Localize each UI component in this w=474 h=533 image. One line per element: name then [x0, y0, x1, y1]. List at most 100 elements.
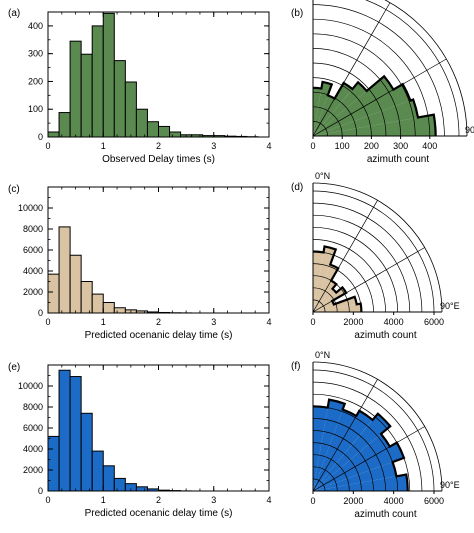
y-tick-label: 6000	[23, 423, 43, 433]
bar-3	[80, 281, 93, 314]
wedge-3	[313, 410, 373, 491]
bar-5	[102, 12, 115, 138]
bar-1	[58, 226, 71, 314]
bar-2	[69, 376, 82, 492]
wedge-5	[313, 287, 347, 312]
y-tick-label: 0	[38, 486, 43, 496]
bar-6	[113, 307, 126, 314]
radius-tick-label: 0	[310, 141, 315, 151]
radius-tick-label: 0	[310, 317, 315, 327]
bar-3	[80, 412, 93, 492]
y-tick-label: 6000	[23, 245, 43, 255]
y-tick-label: 4000	[23, 266, 43, 276]
bar-8	[135, 108, 148, 138]
distribution-outline	[312, 245, 363, 313]
x-tick-label: 0	[45, 495, 50, 505]
wedge-6	[313, 442, 404, 491]
bar-11	[169, 131, 182, 138]
radius-tick-label: 4000	[384, 496, 404, 506]
panel-label: (b)	[291, 8, 303, 19]
wedge-2	[313, 264, 339, 312]
radius-tick-label: 400	[422, 141, 437, 151]
bar-4	[91, 25, 104, 138]
x-axis-label: azimuth count	[367, 154, 429, 165]
x-axis-label: Predicted ocenanic delay time (s)	[85, 508, 233, 519]
x-tick-label: 0	[45, 141, 50, 151]
panel-label: (e)	[8, 362, 20, 373]
wedge-4	[313, 82, 367, 136]
bar-1	[58, 112, 71, 138]
wedge-2	[313, 95, 335, 136]
panel-label: (c)	[8, 184, 20, 195]
y-tick-label: 8000	[23, 402, 43, 412]
x-axis-label: Observed Delay times (s)	[102, 154, 215, 165]
wedge-2	[313, 409, 357, 491]
histogram-c: 0 1 2 3 4 0 2000 4000 6000 8000 10000 Predicted oce…	[8, 184, 272, 341]
radius-tick-label: 0	[310, 496, 315, 506]
bar-4	[91, 293, 104, 314]
radius-tick-label: 200	[364, 141, 379, 151]
wedge-0	[313, 406, 328, 491]
bar-0	[47, 131, 60, 138]
y-tick-label: 0	[38, 308, 43, 318]
wedge-7	[313, 462, 397, 491]
x-tick-label: 1	[101, 141, 106, 151]
y-tick-label: 2000	[23, 287, 43, 297]
bar-7	[124, 81, 137, 138]
bar-3	[80, 53, 93, 138]
y-tick-label: 200	[28, 76, 43, 86]
distribution-outline	[312, 398, 409, 492]
wedge-4	[313, 288, 337, 312]
radius-tick-label: 2000	[343, 496, 363, 506]
wedge-8	[313, 114, 436, 136]
x-axis-label: azimuth count	[354, 509, 416, 520]
bar-4	[91, 450, 104, 492]
panel-label: (f)	[291, 361, 300, 372]
y-tick-label: 300	[28, 49, 43, 59]
x-tick-label: 2	[156, 495, 161, 505]
y-tick-label: 10000	[18, 203, 43, 213]
radius-tick-label: 6000	[424, 317, 444, 327]
x-tick-label: 2	[156, 141, 161, 151]
radius-tick-label: 4000	[384, 317, 404, 327]
histogram-a: 0 1 2 3 4 0 100 200 300 400 Observed Delay times (…	[8, 8, 272, 165]
north-label: 0°N	[315, 171, 330, 181]
wedge-0	[313, 87, 322, 136]
bar-2	[69, 254, 82, 314]
east-label: 90°E	[440, 301, 460, 311]
wedge-5	[313, 76, 394, 136]
y-tick-label: 2000	[23, 465, 43, 475]
x-tick-label: 3	[211, 141, 216, 151]
bar-5	[102, 302, 115, 314]
bar-6	[113, 477, 126, 492]
panel-label: (a)	[8, 8, 20, 19]
rose-diagram-d: 0 2000 4000 6000 0°N 90°E azimuth count (d)	[291, 171, 460, 341]
y-tick-label: 4000	[23, 444, 43, 454]
distribution-outline	[312, 74, 437, 137]
bar-0	[47, 273, 60, 314]
x-tick-label: 4	[266, 495, 271, 505]
x-tick-label: 0	[45, 317, 50, 327]
y-tick-label: 100	[28, 104, 43, 114]
wedge-6	[313, 84, 411, 136]
east-label: 90°E	[465, 125, 474, 135]
x-axis-label: Predicted ocenanic delay time (s)	[85, 330, 233, 341]
radius-tick-label: 6000	[424, 496, 444, 506]
wedge-7	[313, 99, 418, 136]
y-tick-label: 0	[38, 132, 43, 142]
east-label: 90°E	[440, 480, 460, 490]
x-tick-label: 3	[211, 317, 216, 327]
y-tick-label: 10000	[18, 381, 43, 391]
y-tick-label: 8000	[23, 224, 43, 234]
radius-tick-label: 2000	[343, 317, 363, 327]
wedge-4	[313, 413, 391, 491]
bar-10	[158, 125, 171, 138]
x-tick-label: 1	[101, 317, 106, 327]
wedge-3	[313, 82, 353, 136]
rose-diagram-f: 0 2000 4000 6000 0°N 90°E azimuth count (f)	[291, 350, 460, 520]
radius-tick-label: 300	[393, 141, 408, 151]
x-tick-label: 4	[266, 141, 271, 151]
x-tick-label: 4	[266, 317, 271, 327]
wedge-3	[313, 280, 337, 312]
